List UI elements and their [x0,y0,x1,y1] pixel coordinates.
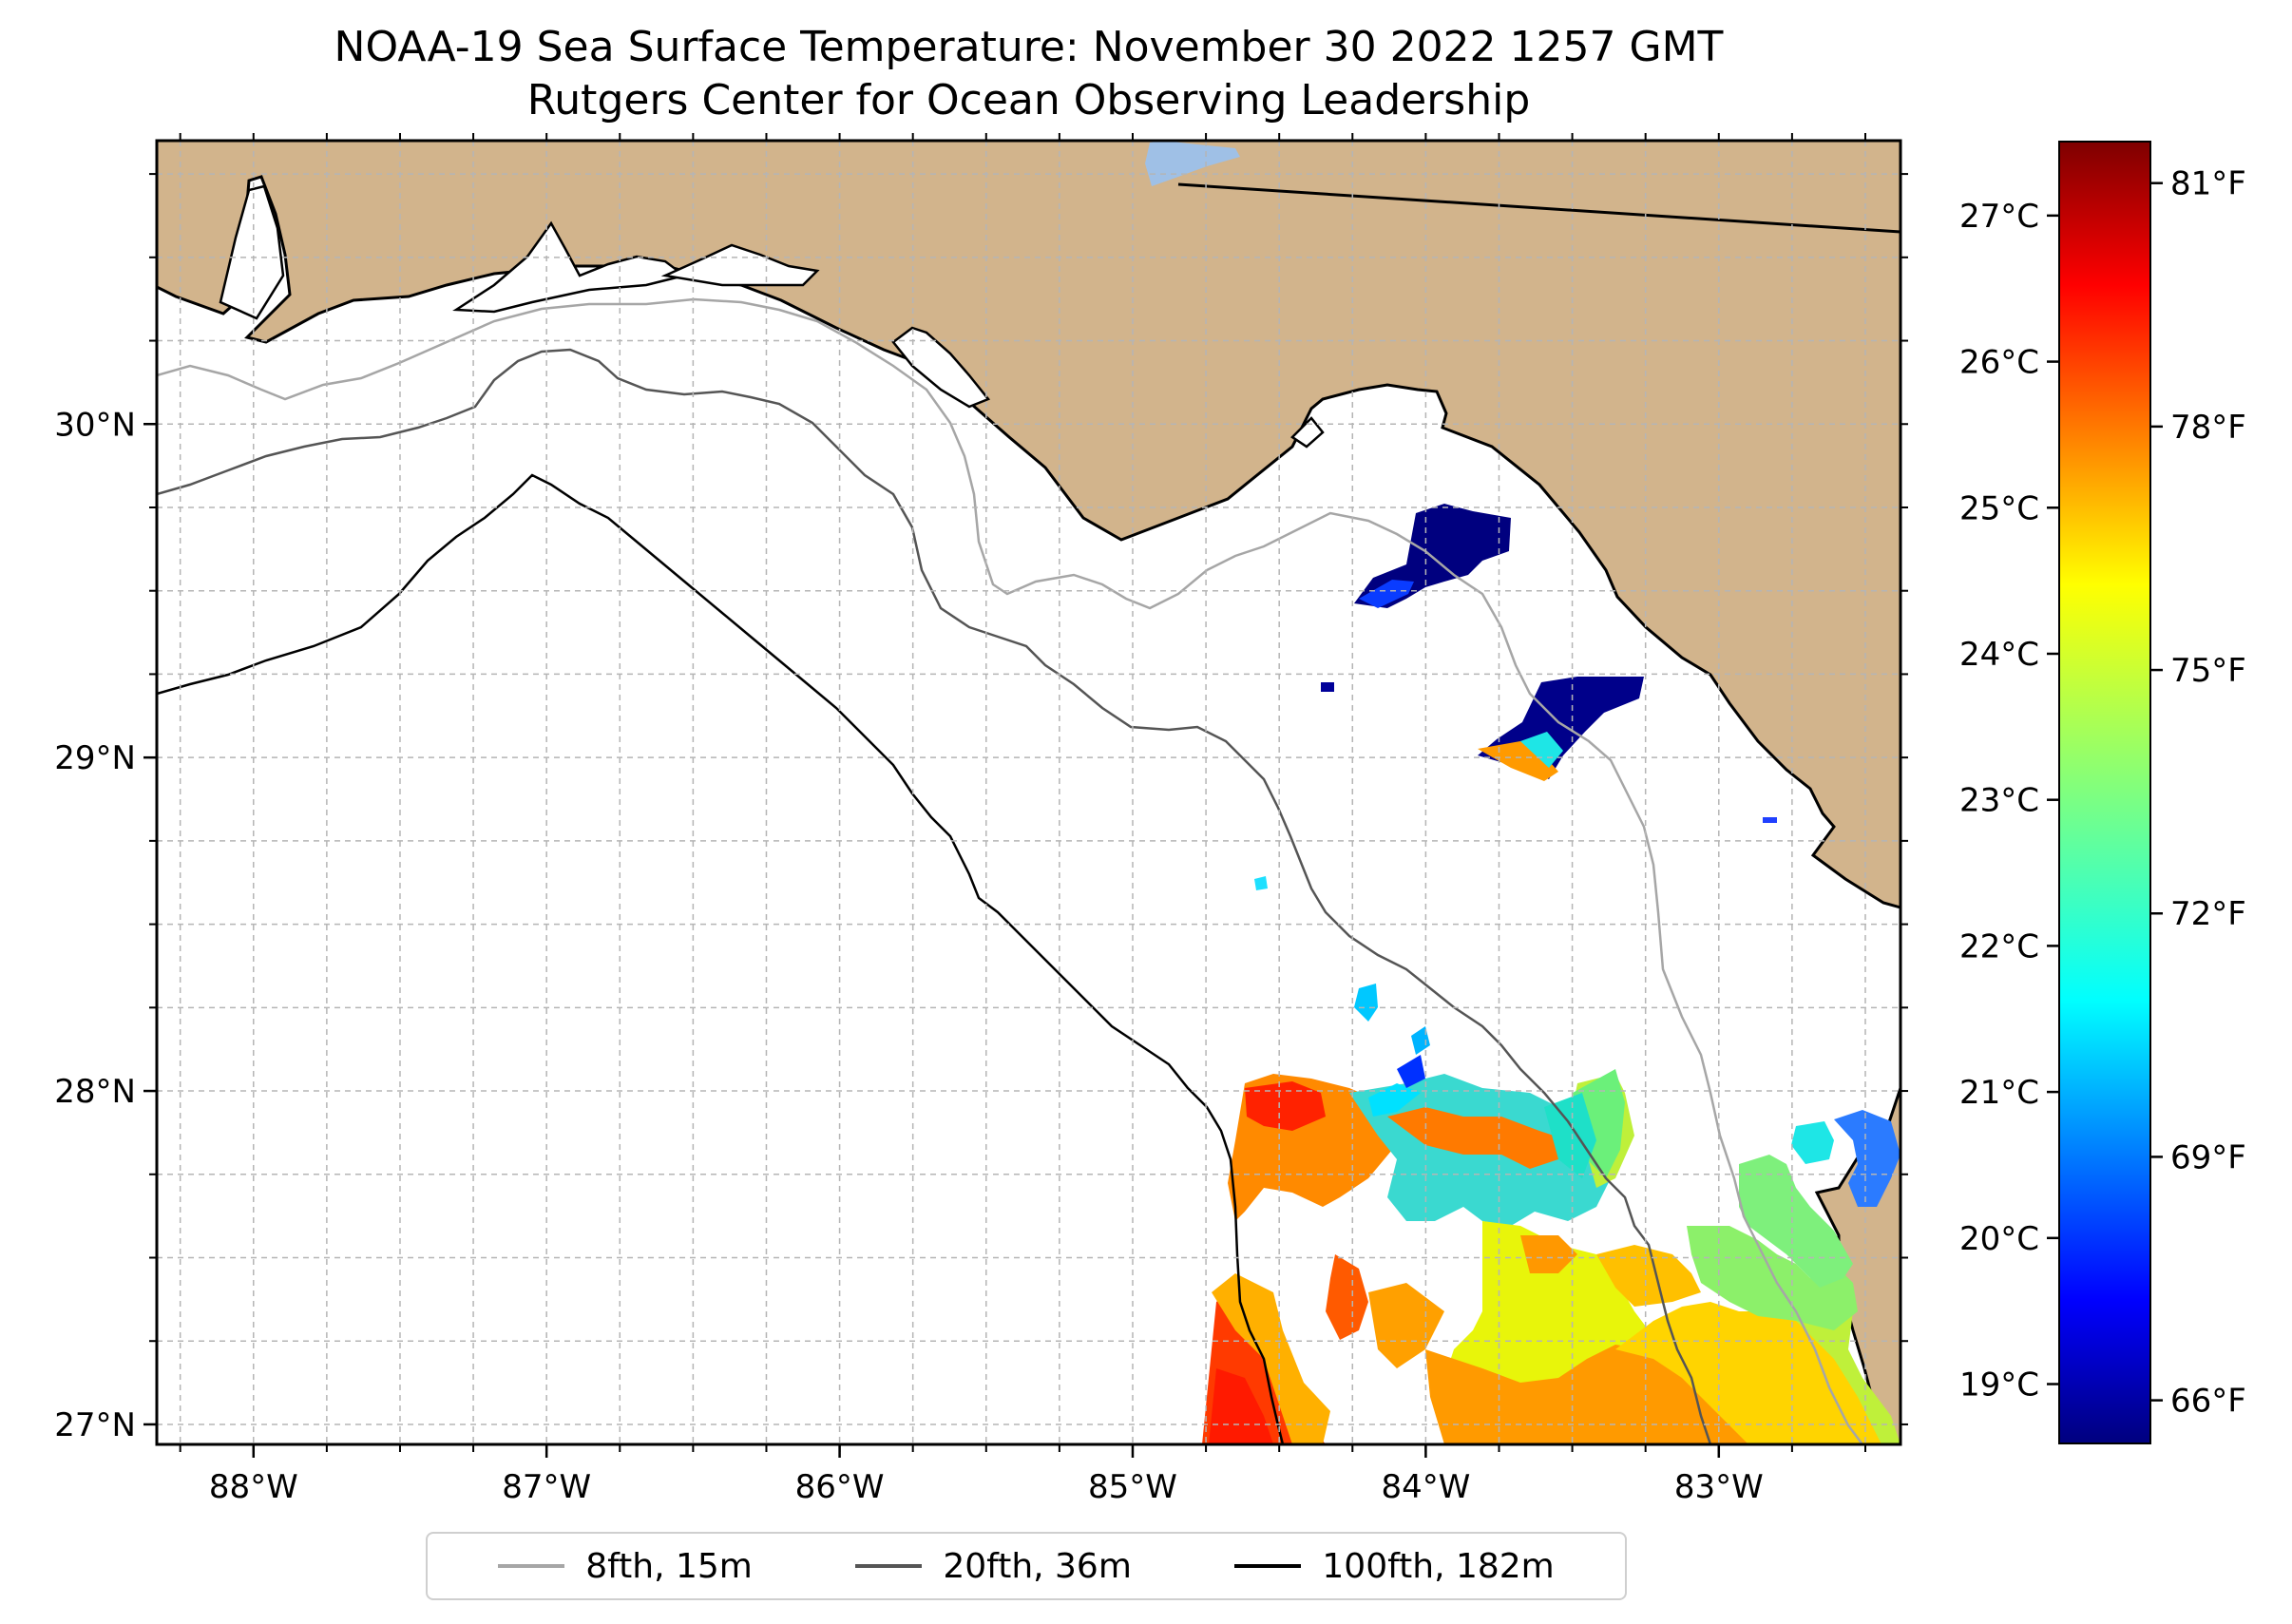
colorbar-gradient [2060,143,2149,1442]
legend-swatch [498,1564,565,1568]
lat-tick-label: 30°N [54,406,136,444]
lat-tick-label: 29°N [54,739,136,777]
bay [891,326,991,409]
bay [660,243,820,287]
lake [1145,141,1240,186]
contour-100fth [157,473,1285,1444]
map-frame [155,139,1902,1446]
legend: 8fth, 15m 20fth, 36m 100fth, 182m [426,1532,1627,1600]
bay [452,220,687,314]
legend-label: 100fth, 182m [1322,1546,1555,1586]
colorbar [2058,141,2151,1444]
lon-tick-label: 87°W [502,1468,591,1506]
axis-ticks: 88°W 87°W 86°W 85°W 84°W 83°W 27°N 28°N 29°N 30°N [54,133,1908,1506]
sst-data [1202,504,1900,1444]
lon-tick-label: 86°W [795,1468,885,1506]
legend-item-8fth: 8fth, 15m [498,1547,753,1586]
legend-swatch [1234,1564,1302,1568]
chart-title: NOAA-19 Sea Surface Temperature: Novembe… [334,23,1724,71]
legend-label: 20fth, 36m [943,1546,1132,1586]
lat-tick-label: 27°N [54,1406,136,1444]
legend-item-20fth: 20fth, 36m [855,1547,1132,1586]
lon-tick-label: 85°W [1088,1468,1177,1506]
lon-tick-label: 88°W [209,1468,298,1506]
legend-item-100fth: 100fth, 182m [1234,1546,1555,1586]
bay [219,184,285,320]
contour-20fth [157,348,1712,1444]
legend-label: 8fth, 15m [585,1546,753,1586]
lon-tick-label: 84°W [1381,1468,1470,1506]
contour-8fth [157,297,1863,1444]
bay [1290,416,1325,449]
gridlines [157,141,1900,1444]
chart-subtitle: Rutgers Center for Ocean Observing Leade… [526,76,1531,124]
lat-tick-label: 28°N [54,1073,136,1111]
lon-tick-label: 83°W [1674,1468,1764,1506]
legend-swatch [855,1564,923,1568]
state-border [1177,182,1900,234]
